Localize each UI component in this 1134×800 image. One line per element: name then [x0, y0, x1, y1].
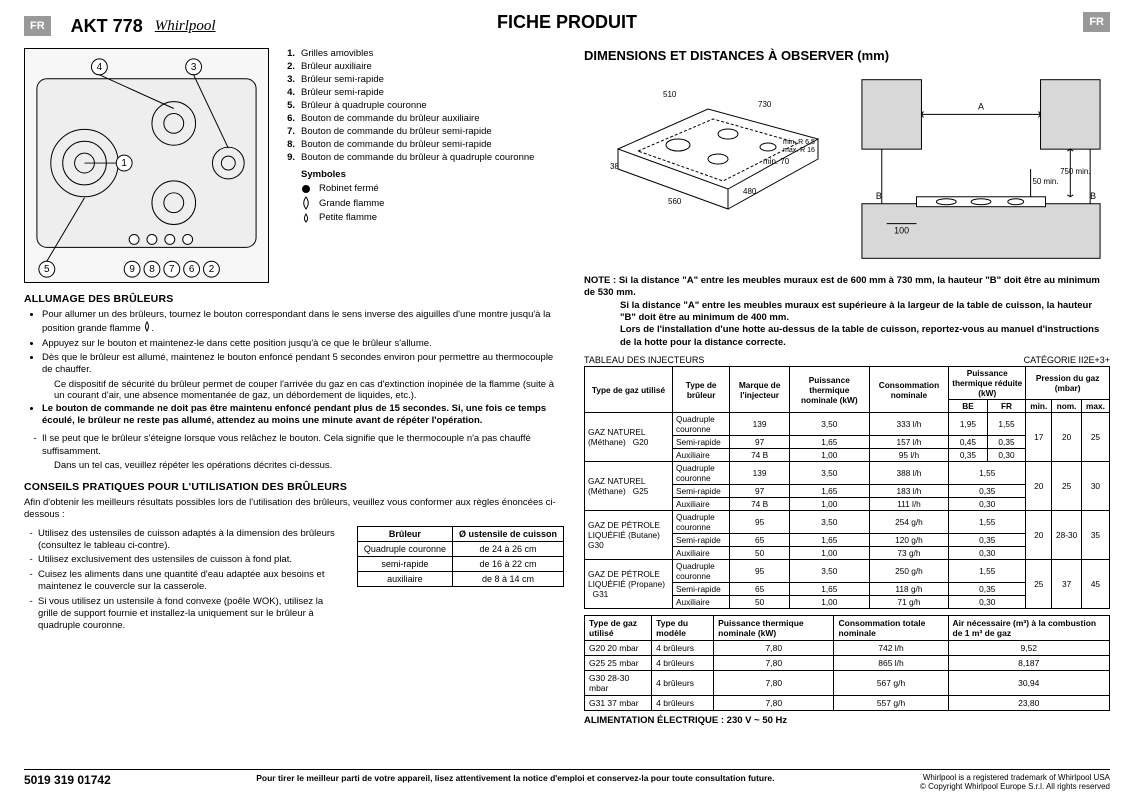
legend-item-7: 7.Bouton de commande du brûleur semi-rap…: [283, 126, 534, 137]
allumage-3-sub: Ce dispositif de sécurité du brûleur per…: [54, 379, 564, 401]
page-header: FR AKT 778 Whirlpool: [24, 12, 1110, 40]
legend-list: 1.Grilles amovibles 2.Brûleur auxiliaire 3…: [283, 48, 534, 283]
allumage-d1-sub: Dans un tel cas, veuillez répéter les op…: [54, 460, 564, 471]
allumage-heading: ALLUMAGE DES BRÛLEURS: [24, 293, 564, 305]
dimensions-note: NOTE : Si la distance "A" entre les meub…: [584, 275, 1110, 349]
allumage-3: Dès que le brûleur est allumé, maintenez…: [42, 352, 564, 377]
symbols-heading: Symboles: [301, 169, 534, 180]
footer-message: Pour tirer le meilleur parti de votre ap…: [111, 773, 920, 783]
svg-text:min. 70: min. 70: [763, 157, 790, 166]
lang-badge-right: FR: [1083, 12, 1110, 32]
injector-table-title: TABLEAU DES INJECTEURSCATÉGORIE II2E+3+: [584, 355, 1110, 365]
table-row: GAZ DE PÉTROLE LIQUÉFIÉ (Butane) G30Quad…: [585, 511, 1110, 534]
table-row: G30 28-30 mbar4 brûleurs7,80567 g/h30,94: [585, 671, 1110, 696]
svg-text:A: A: [978, 101, 984, 111]
allumage-4: Le bouton de commande ne doit pas être m…: [42, 403, 564, 428]
table-row: G25 25 mbar4 brûleurs7,80865 l/h8,187: [585, 656, 1110, 671]
allumage-list: Pour allumer un des brûleurs, tournez le…: [24, 309, 564, 377]
symbol-closed: Robinet fermé: [301, 183, 534, 194]
svg-text:560: 560: [668, 197, 682, 206]
utensil-table: BrûleurØ ustensile de cuisson Quadruple …: [357, 526, 564, 587]
legend-item-3: 3.Brûleur semi-rapide: [283, 74, 534, 85]
svg-text:50 min.: 50 min.: [1033, 177, 1059, 186]
electrical-spec: ALIMENTATION ÉLECTRIQUE : 230 V ~ 50 Hz: [584, 715, 1110, 726]
totals-table: Type de gaz utilisé Type du modèle Puiss…: [584, 615, 1110, 711]
legend-item-2: 2.Brûleur auxiliaire: [283, 61, 534, 72]
injector-table: Type de gaz utilisé Type de brûleur Marq…: [584, 366, 1110, 609]
tip-1: Utilisez des ustensiles de cuisson adapt…: [38, 528, 343, 553]
table-row: semi-rapidede 16 à 22 cm: [357, 556, 563, 571]
right-column: DIMENSIONS ET DISTANCES À OBSERVER (mm) …: [584, 48, 1110, 726]
table-row: Quadruple couronnede 24 à 26 cm: [357, 541, 563, 556]
table-row: auxiliairede 8 à 14 cm: [357, 571, 563, 586]
legend-item-6: 6.Bouton de commande du brûleur auxiliai…: [283, 113, 534, 124]
svg-text:480: 480: [743, 187, 757, 196]
svg-text:3: 3: [191, 62, 197, 73]
svg-text:1: 1: [121, 158, 127, 169]
cutout-figure: 510 730 38 560 480 min. 70 min. R 6,5 ma…: [584, 69, 842, 269]
svg-text:6: 6: [189, 264, 195, 275]
svg-text:38: 38: [610, 162, 619, 171]
table-row: GAZ DE PÉTROLE LIQUÉFIÉ (Propane) G31Qua…: [585, 560, 1110, 583]
brand-logo: Whirlpool: [155, 18, 216, 35]
svg-text:4: 4: [97, 62, 103, 73]
tip-3: Cuisez les aliments dans une quantité d'…: [38, 569, 343, 594]
tips-list: Utilisez des ustensiles de cuisson adapt…: [24, 526, 343, 635]
svg-text:7: 7: [169, 264, 175, 275]
lang-badge-left: FR: [24, 16, 51, 36]
dimensions-heading: DIMENSIONS ET DISTANCES À OBSERVER (mm): [584, 48, 1110, 63]
tip-4: Si vous utilisez un ustensile à fond con…: [38, 596, 343, 633]
clearance-figure: A 750 min. 50 min. B B 100: [852, 69, 1110, 269]
page-footer: 5019 319 01742 Pour tirer le meilleur pa…: [24, 769, 1110, 792]
table-row: GAZ NATUREL (Méthane) G25Quadruple couro…: [585, 462, 1110, 485]
svg-text:max. R 16: max. R 16: [783, 147, 815, 154]
svg-text:100: 100: [894, 225, 909, 235]
svg-text:5: 5: [44, 264, 50, 275]
legend-item-1: 1.Grilles amovibles: [283, 48, 534, 59]
doc-code: 5019 319 01742: [24, 773, 111, 787]
legend-item-4: 4.Brûleur semi-rapide: [283, 87, 534, 98]
allumage-d1: Il se peut que le brûleur s'éteigne lors…: [42, 433, 564, 458]
svg-text:8: 8: [149, 264, 155, 275]
svg-text:B: B: [1090, 191, 1096, 201]
table-row: GAZ NATUREL (Méthane) G20Quadruple couro…: [585, 413, 1110, 436]
table-row: G20 20 mbar4 brûleurs7,80742 l/h9,52: [585, 641, 1110, 656]
svg-text:750 min.: 750 min.: [1060, 167, 1090, 176]
tip-2: Utilisez exclusivement des ustensiles de…: [38, 554, 343, 566]
legend-item-9: 9.Bouton de commande du brûleur à quadru…: [283, 152, 534, 163]
allumage-1: Pour allumer un des brûleurs, tournez le…: [42, 309, 564, 336]
footer-copyright: Whirlpool is a registered trademark of W…: [920, 773, 1110, 792]
legend-item-5: 5.Brûleur à quadruple couronne: [283, 100, 534, 111]
legend-item-8: 8.Bouton de commande du brûleur semi-rap…: [283, 139, 534, 150]
svg-text:2: 2: [209, 264, 215, 275]
hob-diagram: 4 3 5 9 8 7 6 2 1: [24, 48, 269, 283]
left-column: 4 3 5 9 8 7 6 2 1 1.Grilles amovibles 2.Brûle…: [24, 48, 564, 726]
conseils-heading: CONSEILS PRATIQUES POUR L'UTILISATION DE…: [24, 481, 564, 493]
svg-text:B: B: [876, 191, 882, 201]
svg-text:9: 9: [129, 264, 135, 275]
symbol-small-flame: Petite flamme: [301, 212, 534, 223]
allumage-2: Appuyez sur le bouton et maintenez-le da…: [42, 338, 564, 350]
svg-text:min. R 6,5: min. R 6,5: [783, 139, 815, 146]
svg-text:730: 730: [758, 100, 772, 109]
model-number: AKT 778: [71, 16, 143, 37]
conseils-intro: Afin d'obtenir les meilleurs résultats p…: [24, 497, 564, 522]
table-row: G31 37 mbar4 brûleurs7,80557 g/h23,80: [585, 696, 1110, 711]
symbol-large-flame: Grande flamme: [301, 196, 534, 210]
svg-text:510: 510: [663, 90, 677, 99]
